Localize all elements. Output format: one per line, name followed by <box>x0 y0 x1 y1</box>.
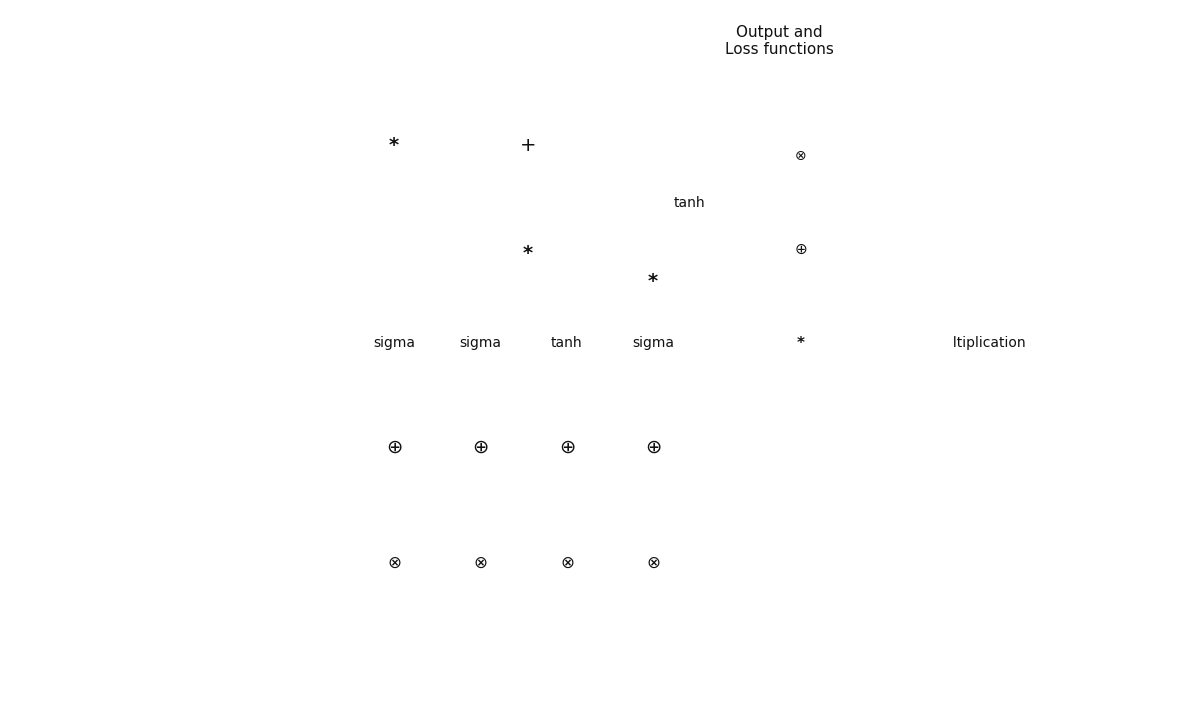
Text: $b_u$: $b_u$ <box>395 438 412 456</box>
Text: $\oplus$: $\oplus$ <box>472 438 489 457</box>
Text: $+$: $+$ <box>519 136 535 155</box>
Text: $\mathbf{dc_{next}}$: $\mathbf{dc_{next}}$ <box>807 192 856 211</box>
Text: LSTM_cell_backward: LSTM_cell_backward <box>600 595 744 609</box>
Text: sigma: sigma <box>373 336 416 350</box>
Text: tanh: tanh <box>674 196 704 210</box>
Text: $W_o$: $W_o$ <box>564 554 585 570</box>
Text: Matrix Multiply: Matrix Multiply <box>832 149 937 163</box>
Text: $\tilde{c}^{\langle t \rangle}$: $\tilde{c}^{\langle t \rangle}$ <box>556 283 577 300</box>
Text: *: * <box>390 136 399 155</box>
Text: $\gamma_f^{\langle t \rangle}$: $\gamma_f^{\langle t \rangle}$ <box>384 382 405 405</box>
Text: *: * <box>648 272 658 292</box>
Text: Output and
Loss functions: Output and Loss functions <box>725 25 834 57</box>
Text: $a_{prev}$: $a_{prev}$ <box>255 464 290 482</box>
Text: sigma: sigma <box>459 336 502 350</box>
Text: *: * <box>522 243 533 263</box>
Text: $\oplus$: $\oplus$ <box>559 438 575 457</box>
Text: $\oplus$: $\oplus$ <box>386 438 403 457</box>
Text: $\oplus$: $\oplus$ <box>645 438 662 457</box>
Text: $\gamma_u^{\langle t \rangle}$: $\gamma_u^{\langle t \rangle}$ <box>470 382 491 404</box>
Text: $\otimes$: $\otimes$ <box>387 553 401 571</box>
Text: $b_f$: $b_f$ <box>310 438 327 456</box>
Text: $c_{next}$: $c_{next}$ <box>793 118 828 134</box>
Text: $x^{\langle t \rangle}$: $x^{\langle t \rangle}$ <box>353 681 377 700</box>
FancyBboxPatch shape <box>540 318 594 367</box>
Text: *: * <box>797 336 805 350</box>
Text: $p\tilde{c}^{\langle t \rangle}$: $p\tilde{c}^{\langle t \rangle}$ <box>552 382 581 403</box>
Text: $\otimes$: $\otimes$ <box>474 553 488 571</box>
Text: $\gamma_o^{\langle t \rangle}$: $\gamma_o^{\langle t \rangle}$ <box>643 382 664 404</box>
FancyBboxPatch shape <box>626 318 680 367</box>
Text: tanh: tanh <box>551 336 583 350</box>
FancyBboxPatch shape <box>326 87 751 620</box>
Text: $b_c$: $b_c$ <box>483 438 498 456</box>
Text: $\Gamma_o^{\langle t \rangle}$: $\Gamma_o^{\langle t \rangle}$ <box>643 279 663 300</box>
Text: Matrix addition: Matrix addition <box>832 243 938 256</box>
Text: $\oplus$: $\oplus$ <box>794 242 807 257</box>
Text: legend: legend <box>901 484 945 497</box>
Text: $W_c$: $W_c$ <box>478 554 498 570</box>
FancyBboxPatch shape <box>662 178 716 227</box>
FancyBboxPatch shape <box>776 91 948 505</box>
Text: $\otimes$: $\otimes$ <box>794 149 806 163</box>
Text: $\mathbf{dx^{\langle t \rangle}}$: $\mathbf{dx^{\langle t \rangle}}$ <box>416 681 452 700</box>
Text: Backwards path: Backwards path <box>832 430 945 443</box>
Text: $W_f$: $W_f$ <box>305 554 327 570</box>
Text: sigma: sigma <box>632 336 674 350</box>
Text: $a_{next}$: $a_{next}$ <box>818 258 854 273</box>
FancyBboxPatch shape <box>709 9 849 74</box>
Text: $\otimes$: $\otimes$ <box>646 553 661 571</box>
Text: @51CTO博客: @51CTO博客 <box>896 707 951 717</box>
Text: $\mathbf{dc_{prev}}$: $\mathbf{dc_{prev}}$ <box>271 206 320 227</box>
Text: Element Wise Multiplication: Element Wise Multiplication <box>832 336 1025 350</box>
Text: $c_{prev}$: $c_{prev}$ <box>256 117 290 134</box>
Text: $\Gamma_f^{\langle t \rangle}$: $\Gamma_f^{\langle t \rangle}$ <box>384 278 405 300</box>
Text: $\otimes$: $\otimes$ <box>560 553 574 571</box>
FancyBboxPatch shape <box>453 318 508 367</box>
Text: $\Gamma_u^{\langle t \rangle}$: $\Gamma_u^{\langle t \rangle}$ <box>470 279 490 300</box>
Text: $W_u$: $W_u$ <box>391 554 412 570</box>
Text: $\mathbf{da_{next}}$: $\mathbf{da_{next}}$ <box>800 325 850 344</box>
FancyBboxPatch shape <box>367 318 422 367</box>
Text: $\mathbf{da_{prev}}$: $\mathbf{da_{prev}}$ <box>272 530 322 551</box>
Text: $b_o$: $b_o$ <box>568 438 585 456</box>
